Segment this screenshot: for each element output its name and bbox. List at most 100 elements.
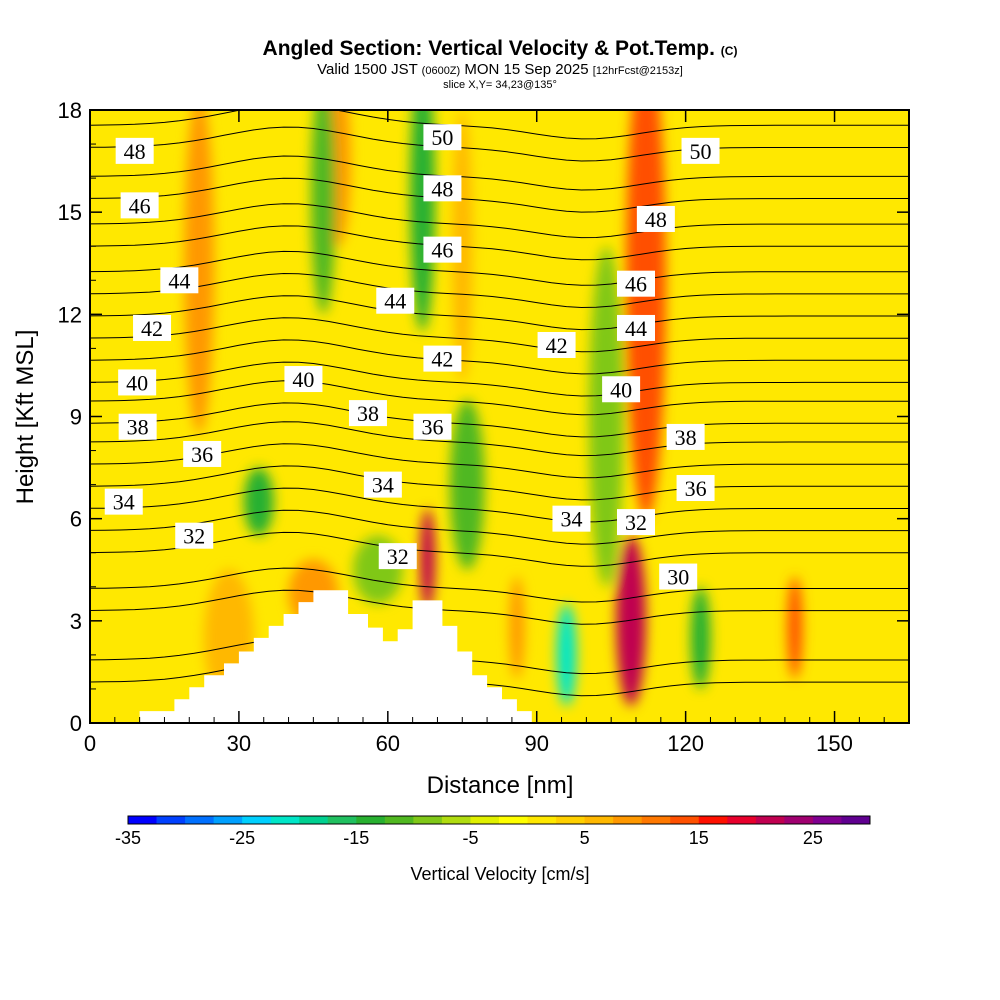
theta-label-14: 44 <box>376 287 415 314</box>
theta-label-box <box>120 192 159 219</box>
theta-label-9: 36 <box>413 413 452 440</box>
velocity-cell-0 <box>184 110 215 434</box>
colorbar-swatch <box>299 816 329 824</box>
theta-label-text: 40 <box>292 367 314 392</box>
theta-label-13: 32 <box>378 543 417 570</box>
theta-contour-32 <box>90 531 909 567</box>
theta-contour-30-b <box>90 567 909 603</box>
colorbar-swatch <box>755 816 785 824</box>
colorbar-swatch <box>327 816 357 824</box>
colorbar-swatch <box>185 816 215 824</box>
theta-label-text: 48 <box>124 139 146 164</box>
velocity-cell-4 <box>420 508 435 611</box>
y-tick-label: 3 <box>70 609 82 634</box>
theta-label-text: 38 <box>127 415 149 440</box>
theta-label-box <box>617 314 655 341</box>
colorbar-swatch <box>641 816 671 824</box>
theta-label-box <box>423 345 462 372</box>
colorbar-swatch <box>242 816 272 824</box>
theta-label-text: 48 <box>431 176 453 201</box>
theta-label-box <box>552 505 591 532</box>
theta-label-text: 32 <box>625 510 647 535</box>
theta-label-text: 32 <box>387 544 409 569</box>
theta-contour-36-b <box>90 421 909 457</box>
theta-label-text: 36 <box>685 476 707 501</box>
colorbar-swatch <box>670 816 700 824</box>
theta-label-text: 32 <box>183 524 205 549</box>
theta-label-text: 46 <box>431 238 453 263</box>
theta-label-text: 42 <box>546 333 568 358</box>
theta-label-box <box>659 563 698 590</box>
colorbar-swatch <box>356 816 386 824</box>
valid-time-line: Valid 1500 JST (0600Z) MON 15 Sep 2025 [… <box>0 62 1000 79</box>
theta-label-15: 42 <box>423 345 462 372</box>
colorbar-tick-label: 15 <box>689 828 709 848</box>
y-tick-label: 15 <box>58 200 82 225</box>
theta-label-text: 42 <box>141 316 163 341</box>
theta-contour-48-b <box>90 155 909 191</box>
colorbar-swatch <box>784 816 814 824</box>
theta-label-24: 48 <box>636 205 675 232</box>
x-tick-label: 120 <box>667 731 704 756</box>
chart-header: Angled Section: Vertical Velocity & Pot.… <box>0 38 1000 92</box>
theta-label-23: 50 <box>681 137 720 164</box>
theta-label-box <box>115 137 154 164</box>
velocity-cell-13 <box>588 246 624 587</box>
theta-label-box <box>537 331 576 358</box>
theta-contour-50 <box>90 126 909 162</box>
x-tick-label: 150 <box>816 731 853 756</box>
colorbar-swatch <box>812 816 842 824</box>
theta-label-26: 44 <box>617 314 655 341</box>
x-tick-label: 30 <box>227 731 251 756</box>
theta-label-19: 42 <box>537 331 576 358</box>
theta-label-box <box>363 471 402 498</box>
theta-label-16: 50 <box>423 124 462 151</box>
colorbar-frame <box>127 815 871 825</box>
colorbar-swatch <box>556 816 586 824</box>
theta-contour-48 <box>90 177 909 213</box>
theta-label-box <box>175 522 214 549</box>
chart-title: Angled Section: Vertical Velocity & Pot.… <box>262 37 715 60</box>
velocity-field <box>184 110 803 706</box>
title-unit-mark: (C) <box>720 44 738 58</box>
theta-contour-38-b <box>90 380 909 416</box>
velocity-cell-15 <box>690 586 711 689</box>
theta-label-18: 46 <box>423 236 462 263</box>
x-axis: 0 30 60 90 120 150 <box>84 110 885 756</box>
colorbar-swatch <box>384 816 414 824</box>
colorbar-swatch <box>470 816 500 824</box>
colorbar-swatch <box>270 816 300 824</box>
y-tick-label: 0 <box>70 711 82 736</box>
theta-label-box <box>118 369 157 396</box>
theta-contour-36 <box>90 443 909 479</box>
y-tick-label: 9 <box>70 405 82 430</box>
theta-label-box <box>423 124 462 151</box>
colorbar-swatch <box>499 816 529 824</box>
theta-label-box <box>681 137 720 164</box>
theta-label-27: 40 <box>602 376 641 403</box>
theta-label-box <box>636 205 675 232</box>
colorbar-swatch <box>156 816 186 824</box>
theta-label-5: 40 <box>284 366 323 393</box>
theta-label-25: 46 <box>617 270 655 297</box>
theta-label-text: 50 <box>690 139 712 164</box>
colorbar-tick-label: -15 <box>343 828 369 848</box>
velocity-cell-8 <box>787 576 803 679</box>
colorbar-swatch <box>128 816 158 824</box>
chart-title-line: Angled Section: Vertical Velocity & Pot.… <box>0 38 1000 62</box>
theta-contour-42-b <box>90 295 909 331</box>
theta-label-box <box>133 314 172 341</box>
theta-label-box <box>118 413 157 440</box>
colorbar-swatch <box>413 816 443 824</box>
theta-label-text: 34 <box>560 507 582 532</box>
theta-label-17: 48 <box>423 175 462 202</box>
theta-contour-46 <box>90 225 909 261</box>
theta-contour-28-b <box>90 639 909 675</box>
theta-label-box <box>666 423 705 450</box>
colorbar: -35 -25 -15 -5 5 15 25 <box>115 815 871 848</box>
theta-label-box <box>617 270 655 297</box>
theta-label-text: 42 <box>431 347 453 372</box>
